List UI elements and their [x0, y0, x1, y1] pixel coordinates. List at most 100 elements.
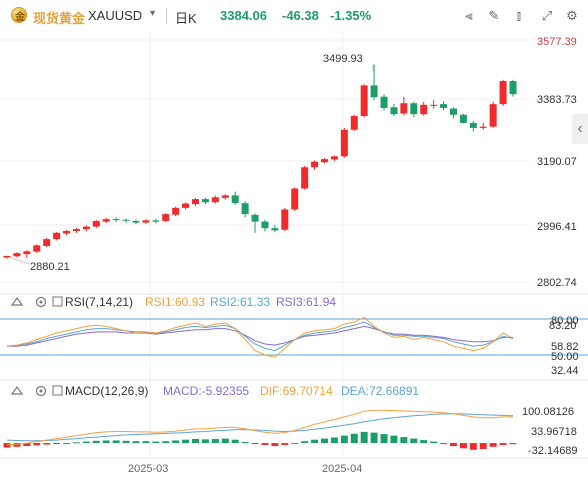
candle-body: [162, 214, 170, 222]
macd-bar: [3, 443, 11, 448]
price-change-percent: -1.35%: [330, 8, 372, 23]
macd-bar: [152, 441, 160, 444]
rsi1-value: RSI1:60.93: [145, 295, 205, 309]
macd-tick: 100.08126: [522, 406, 574, 418]
candle-body: [281, 209, 289, 230]
candle-style-icon[interactable]: ⫾: [516, 8, 522, 23]
candle-body: [122, 219, 130, 221]
macd-bar: [390, 435, 398, 444]
candle-body: [92, 221, 100, 227]
rsi-tick: 83.20: [549, 320, 577, 332]
low-marker: [10, 257, 30, 265]
date-tick: 2025-04: [322, 463, 362, 475]
instrument-symbol[interactable]: XAUUSD: [88, 8, 143, 23]
rsi-tick: 80.00: [551, 315, 579, 327]
main-price-axis: 3577.39 3383.73 3190.07 2996.41 2802.74: [537, 36, 577, 289]
dea-value: DEA:72.66891: [341, 384, 419, 398]
macd-tick: 33.96718: [531, 426, 577, 438]
macd-bar: [420, 440, 428, 444]
expand-icon[interactable]: ⤢: [541, 8, 553, 23]
macd-histogram: [3, 431, 517, 450]
macd-bar: [509, 443, 517, 445]
macd-bar: [122, 440, 130, 444]
high-annotation: 3499.93: [323, 53, 363, 65]
settings-icon[interactable]: [35, 385, 47, 397]
candle-body: [63, 230, 71, 234]
rsi3-line: [7, 325, 513, 347]
candle-body: [509, 81, 517, 95]
candle-body: [142, 220, 150, 223]
macd-lines: [6, 409, 514, 446]
instrument-name[interactable]: 现货黄金: [33, 11, 86, 26]
indicator-checkbox[interactable]: [52, 385, 63, 396]
chevron-down-icon[interactable]: ▾: [150, 8, 156, 19]
header-bar: 金 现货黄金 XAUUSD ▾ 日K 3384.06 -46.38 -1.35%…: [0, 0, 588, 32]
macd-bar: [92, 440, 100, 444]
macd-bar: [370, 432, 378, 444]
settings-icon[interactable]: ⚙: [566, 8, 578, 23]
candle-body: [201, 199, 209, 203]
candle-body: [499, 81, 507, 105]
dea-line: [6, 413, 514, 442]
macd-bar: [162, 441, 170, 444]
candle-body: [301, 167, 309, 189]
candle-body: [231, 195, 239, 204]
chart-grid: [0, 32, 530, 458]
rsi3-value: RSI3:61.94: [276, 295, 336, 309]
candle-body: [132, 221, 140, 223]
candle-body: [469, 122, 477, 128]
candle-body: [241, 203, 249, 215]
period-selector[interactable]: 日K: [175, 11, 197, 26]
rsi2-value: RSI2:61.33: [210, 295, 270, 309]
macd-bar: [469, 443, 477, 450]
candle-body: [479, 126, 487, 128]
dif-line: [6, 409, 513, 446]
candle-body: [172, 207, 180, 215]
macd-bar: [291, 443, 299, 445]
macd-bar: [380, 434, 388, 444]
macd-bar: [53, 443, 61, 445]
rsi-tick: 32.44: [551, 365, 579, 377]
candle-body: [152, 220, 160, 222]
macd-bar: [440, 443, 448, 445]
candle-body: [390, 107, 398, 115]
macd-bar: [241, 441, 249, 444]
low-annotation: 2880.21: [30, 261, 70, 273]
rsi2-line: [6, 321, 514, 352]
macd-bar: [479, 443, 487, 450]
rsi-lines: [6, 316, 514, 358]
candle-body: [261, 221, 269, 229]
indicator-icon[interactable]: ⫷: [465, 8, 473, 23]
candle-body: [330, 156, 338, 160]
draw-icon[interactable]: ✎: [488, 8, 500, 23]
coin-glyph: 金: [15, 12, 25, 23]
candle-body: [449, 108, 457, 115]
macd-bar: [23, 443, 31, 447]
macd-bar: [499, 443, 507, 445]
candle-body: [350, 116, 358, 130]
price-tick-top: 3577.39: [537, 36, 577, 48]
candle-body: [251, 214, 259, 222]
indicator-checkbox[interactable]: [52, 296, 63, 307]
candle-body: [440, 104, 448, 108]
visibility-icon[interactable]: [10, 296, 24, 306]
macd-value: MACD:-5.92355: [163, 384, 249, 398]
rsi-tick: 50.00: [551, 351, 579, 363]
gold-coin-icon: 金: [11, 7, 27, 23]
macd-bar: [261, 443, 269, 445]
candle-body: [400, 103, 408, 114]
candle-body: [489, 104, 497, 127]
settings-icon[interactable]: [35, 296, 47, 308]
visibility-icon[interactable]: [10, 385, 24, 395]
macd-bar: [449, 443, 457, 447]
candle-body: [3, 255, 11, 258]
macd-tick: -32.14689: [528, 445, 578, 457]
candles-layer: [3, 64, 517, 265]
last-price: 3384.06: [220, 8, 267, 23]
candle-body: [23, 251, 31, 255]
candle-body: [221, 195, 229, 198]
date-tick: 2025-03: [128, 463, 168, 475]
collapse-panel-icon[interactable]: ‹: [572, 114, 588, 144]
macd-bar: [172, 440, 180, 444]
